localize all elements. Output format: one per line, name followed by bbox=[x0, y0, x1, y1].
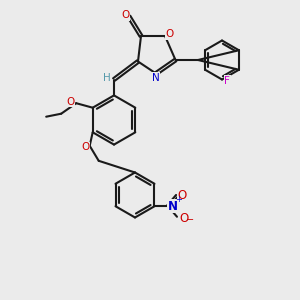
Text: O: O bbox=[165, 29, 174, 40]
Text: O: O bbox=[179, 212, 188, 225]
Text: F: F bbox=[224, 76, 230, 86]
Text: O: O bbox=[178, 189, 187, 202]
Text: +: + bbox=[175, 195, 182, 204]
Text: N: N bbox=[152, 73, 160, 83]
Text: H: H bbox=[103, 73, 110, 83]
Text: O: O bbox=[81, 142, 89, 152]
Text: −: − bbox=[185, 215, 194, 225]
Text: N: N bbox=[167, 200, 178, 213]
Text: O: O bbox=[67, 97, 75, 107]
Text: O: O bbox=[121, 10, 130, 20]
